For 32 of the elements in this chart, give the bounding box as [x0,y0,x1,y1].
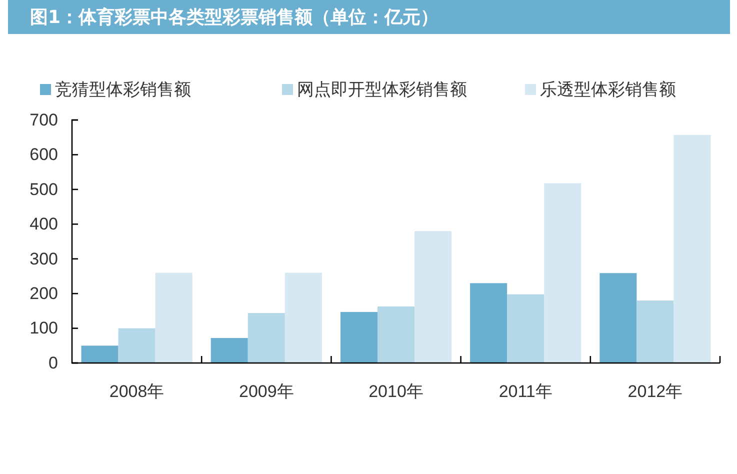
bar [636,300,674,363]
x-tick-label: 2010年 [368,382,424,402]
bar [507,294,544,363]
bar [470,283,508,363]
bar [544,183,582,363]
bar [155,272,192,363]
y-tick-label: 200 [30,284,58,304]
legend-label: 网点即开型体彩销售额 [297,80,467,100]
y-tick-label: 0 [48,353,58,372]
bar [414,231,452,363]
y-tick-label: 500 [30,180,58,199]
y-tick-label: 100 [30,318,58,338]
y-tick-label: 600 [30,145,58,164]
legend-label: 竞猜型体彩销售额 [55,80,191,100]
x-tick-label: 2008年 [109,382,164,402]
x-tick-label: 2009年 [238,382,294,402]
bar [118,328,156,363]
bar [248,313,285,363]
bar [210,338,248,363]
legend-label: 乐透型体彩销售额 [540,80,676,100]
bar [340,312,378,363]
chart-title: 图1：体育彩票中各类型彩票销售额（单位：亿元） [30,6,439,28]
bar [284,272,322,363]
bar [674,134,711,363]
bar [600,273,637,363]
y-tick-label: 400 [30,214,58,234]
bar [377,306,415,363]
bar [81,346,118,363]
x-tick-label: 2012年 [628,382,683,402]
x-tick-label: 2011年 [498,382,552,402]
y-tick-label: 700 [30,110,58,130]
y-tick-label: 300 [30,249,58,268]
